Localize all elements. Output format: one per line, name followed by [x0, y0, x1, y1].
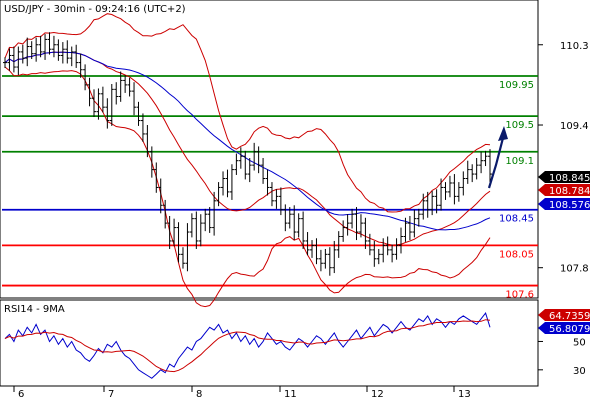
level-label-pivot: 108.45 [499, 214, 534, 225]
level-layer: 109.95 109.5 109.1 108.45 108.05 107.6 [2, 75, 538, 301]
bollinger-upper [4, 13, 491, 213]
level-label-r3: 109.95 [499, 80, 534, 91]
series-layer [3, 13, 492, 308]
price-y-tick-label: 110.3 [560, 41, 589, 52]
rsi-layer: 50 30 64.7359 56.8079 [4, 309, 590, 379]
x-tick-label: 6 [18, 389, 24, 400]
rsi-y-tick-label: 50 [573, 337, 586, 348]
level-label-s2: 107.6 [505, 290, 534, 301]
rsi-tag-rsi-value [538, 309, 590, 321]
price-panel-frame [0, 0, 539, 299]
price-tag-ma-value [538, 184, 590, 196]
x-tick-label: 8 [196, 389, 202, 400]
rsi-label: RSI14 - 9MA [4, 304, 65, 315]
rsi-tag-label-rsi-value: 64.7359 [549, 311, 590, 322]
chart-title: USD/JPY - 30min - 09:24:16 (UTC+2) [4, 4, 186, 15]
rsi-tag-label-rsi-ma-value: 56.8079 [549, 324, 590, 335]
level-label-r2: 109.5 [505, 120, 534, 131]
x-axis: 6 7 8 11 12 13 [13, 386, 471, 400]
tag-layer: 108.845 108.784 108.576 [538, 171, 590, 211]
price-tag-ma2-value [538, 198, 590, 210]
x-tick-label: 12 [371, 389, 384, 400]
moving-average-blue [4, 51, 491, 231]
grid-layer: 110.3 109.4 107.8 [538, 41, 589, 275]
price-y-tick-label: 107.8 [560, 264, 589, 275]
rsi-ma-line [4, 319, 491, 373]
x-tick-label: 7 [108, 389, 114, 400]
price-tag-label-ma2-value: 108.576 [549, 200, 590, 211]
price-tag-last-price [538, 171, 590, 183]
price-tag-label-last-price: 108.845 [549, 173, 590, 184]
rsi-y-tick-label: 30 [573, 366, 586, 377]
x-tick-label: 11 [284, 389, 297, 400]
rsi-line [4, 312, 491, 379]
price-y-tick-label: 109.4 [560, 121, 589, 132]
rsi-tag-rsi-ma-value [538, 322, 590, 334]
bollinger-lower [4, 66, 491, 308]
price-tag-label-ma-value: 108.784 [549, 186, 590, 197]
rsi-panel-frame [0, 299, 539, 387]
level-label-s1: 108.05 [499, 249, 534, 260]
forecast-arrow [487, 126, 508, 189]
level-label-r1: 109.1 [505, 156, 534, 167]
x-tick-label: 13 [458, 389, 471, 400]
